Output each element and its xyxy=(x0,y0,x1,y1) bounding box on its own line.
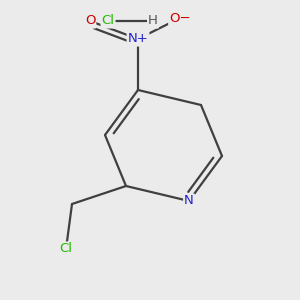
Text: H: H xyxy=(148,14,158,28)
Text: O−: O− xyxy=(169,11,191,25)
Text: O: O xyxy=(85,14,95,28)
Text: Cl: Cl xyxy=(101,14,115,28)
Text: N+: N+ xyxy=(128,32,148,46)
Text: N: N xyxy=(184,194,194,208)
Text: Cl: Cl xyxy=(59,242,73,256)
